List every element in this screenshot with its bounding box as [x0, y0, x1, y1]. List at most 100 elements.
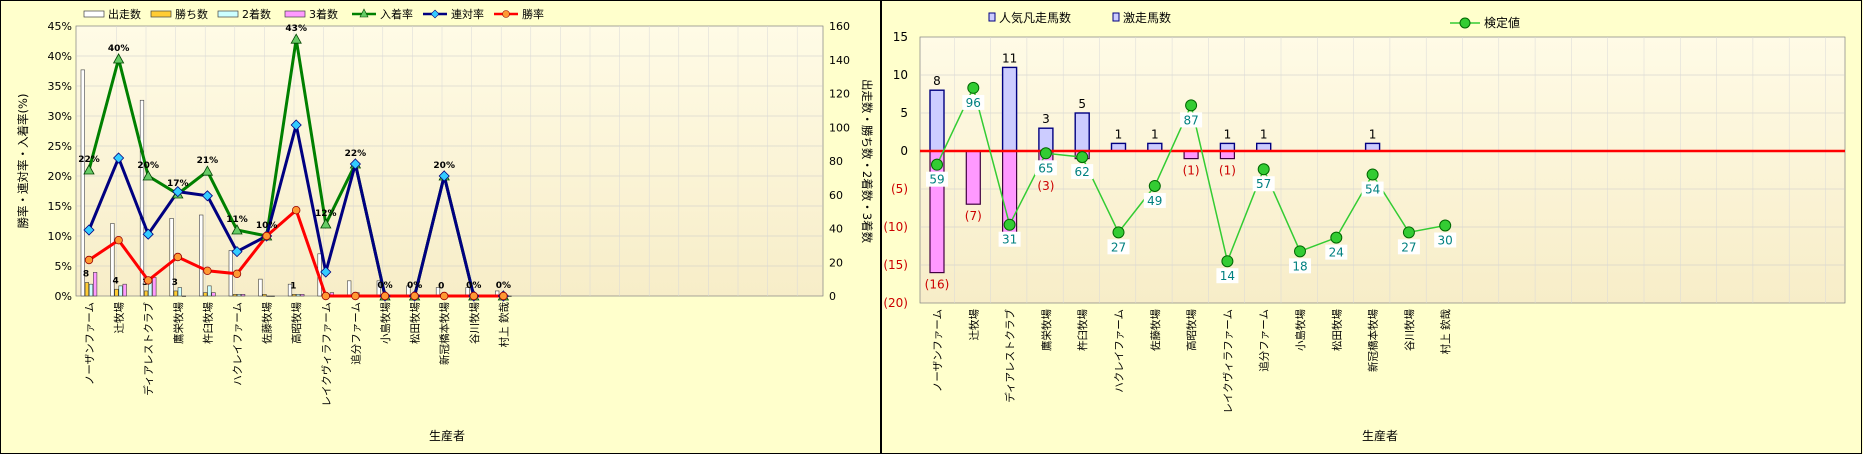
- plot-area: [919, 36, 1846, 304]
- line-series-group: 22%40%20%17%21%11%10%43%12%22%0% 0%20%0% 0…: [78, 24, 511, 302]
- bar-second: [207, 285, 212, 297]
- data-label-place-rate: 20%: [433, 161, 455, 171]
- marker-win-rate: [351, 291, 360, 301]
- legend-swatch: [988, 12, 996, 22]
- legend-label: 激走馬数: [1123, 10, 1171, 25]
- marker-place-rate: [112, 53, 125, 64]
- legend: 人気凡走馬数 激走馬数 検定値: [988, 10, 1520, 30]
- bar-wins: [114, 288, 119, 297]
- y-tick-label-left: 25%: [48, 140, 72, 153]
- marker-kentei: [1148, 179, 1161, 192]
- y-tick-label-left: 15%: [48, 200, 72, 213]
- data-label-kentei: 24: [1329, 246, 1344, 260]
- x-tick-label: ディアレストクラブ: [1004, 309, 1017, 403]
- bar-label-negative: (1): [1183, 164, 1200, 178]
- marker-win-rate: [232, 269, 242, 278]
- marker-rentai-rate: [231, 246, 243, 258]
- marker-win-rate: [380, 291, 390, 301]
- bar-third: [122, 283, 127, 297]
- chart-left: 843310 22%40%20%17%21%11%10%43%12%22%0%0…: [0, 0, 881, 454]
- data-label-kentei: 87: [1183, 113, 1198, 127]
- y-tick-label-right: 40: [829, 223, 843, 236]
- x-tick-label: レイクヴィラファーム: [1221, 309, 1234, 413]
- data-label-place-rate: 12%: [315, 209, 337, 219]
- bar-label-negative: (3): [1037, 179, 1054, 193]
- data-label-kentei: 54: [1365, 183, 1380, 197]
- bar-negative: [965, 150, 981, 205]
- axes: 0%5%10%15%20%25%30%35%40%45%020406080100…: [48, 20, 850, 406]
- x-tick-label: ノーザンファーム: [84, 302, 96, 385]
- bar-wins: [173, 290, 178, 297]
- x-tick-label: ハクレイファーム: [1114, 309, 1126, 393]
- y-tick-label-left: 10%: [48, 230, 72, 243]
- marker-rentai-rate: [142, 228, 154, 240]
- y-tick-label-left: 35%: [48, 80, 72, 93]
- x-tick-label: 松田牧場: [1330, 309, 1343, 351]
- marker-rentai-rate: [172, 186, 184, 198]
- data-label-place-rate: 21%: [197, 156, 219, 166]
- x-tick-label: 追分ファーム: [1258, 309, 1271, 372]
- bar-data-label: 0: [438, 281, 444, 291]
- bar-runs: [199, 214, 204, 297]
- legend-label: 人気凡走馬数: [999, 10, 1071, 25]
- bar-third: [241, 294, 246, 297]
- bar-runs: [347, 280, 352, 297]
- data-label-kentei: 18: [1292, 259, 1307, 273]
- x-tick-label: ノーザンファーム: [932, 309, 944, 392]
- x-tick-label: 鷹栄牧場: [1040, 309, 1053, 351]
- data-label-bg: [1071, 164, 1094, 180]
- legend-marker: [359, 8, 369, 18]
- legend-swatch: [217, 10, 239, 18]
- x-tick-label: 杵臼牧場: [1076, 309, 1089, 351]
- bar-third: [300, 294, 305, 297]
- marker-win-rate: [321, 291, 330, 301]
- bar-wins: [291, 294, 297, 297]
- legend-swatch: [284, 10, 306, 18]
- bar-third: [181, 295, 187, 297]
- data-label-kentei: 96: [966, 96, 981, 110]
- y-tick-label-right: 100: [829, 121, 850, 134]
- legend-label: 2着数: [242, 7, 271, 21]
- bar-wins: [203, 292, 208, 297]
- bar-runs: [287, 283, 293, 297]
- bar-wins: [144, 290, 149, 297]
- y-axis-label-left: 勝率・連対率・入着率(%): [16, 94, 30, 229]
- marker-kentei: [1039, 147, 1052, 160]
- data-label-bg: [998, 231, 1021, 247]
- x-tick-label: 辻牧場: [967, 309, 980, 341]
- marker-kentei: [1366, 168, 1379, 181]
- legend-swatch: [150, 10, 172, 18]
- data-label-place-rate: 0%: [377, 281, 392, 291]
- data-label-bg: [1216, 268, 1239, 284]
- y-tick-label-left: 45%: [48, 20, 72, 33]
- data-label-kentei: 62: [1075, 165, 1090, 179]
- marker-win-rate: [114, 235, 123, 245]
- x-tick-label: 高昭牧場: [1185, 309, 1198, 351]
- data-label-bg: [926, 171, 948, 187]
- y-tick-label-right: 20: [829, 256, 843, 269]
- marker-kentei: [1330, 231, 1343, 244]
- data-label-place-rate: 11%: [226, 215, 248, 225]
- marker-rentai-rate: [349, 158, 361, 170]
- legend-swatch: [83, 10, 105, 18]
- legend-marker: [430, 9, 440, 19]
- legend-marker: [502, 10, 510, 18]
- marker-rentai-rate: [201, 190, 213, 202]
- legend-swatch: [1112, 12, 1120, 22]
- x-tick-label: レイクヴィラファーム: [320, 302, 333, 406]
- gridlines: [76, 26, 823, 296]
- data-label-kentei: 49: [1147, 194, 1162, 208]
- y-tick-label: 5: [900, 106, 908, 120]
- y-tick-label: (15): [883, 258, 908, 272]
- data-label-place-rate: 17%: [167, 179, 189, 189]
- marker-win-rate: [262, 231, 271, 241]
- bar-label-positive: 5: [1078, 97, 1086, 111]
- marker-kentei: [1221, 255, 1234, 268]
- data-label-bg: [1034, 160, 1057, 176]
- marker-kentei: [1439, 219, 1452, 232]
- marker-win-rate: [410, 291, 419, 301]
- y-tick-label-right: 0: [829, 290, 836, 303]
- marker-win-rate: [203, 266, 212, 275]
- data-label-bg: [1107, 239, 1130, 255]
